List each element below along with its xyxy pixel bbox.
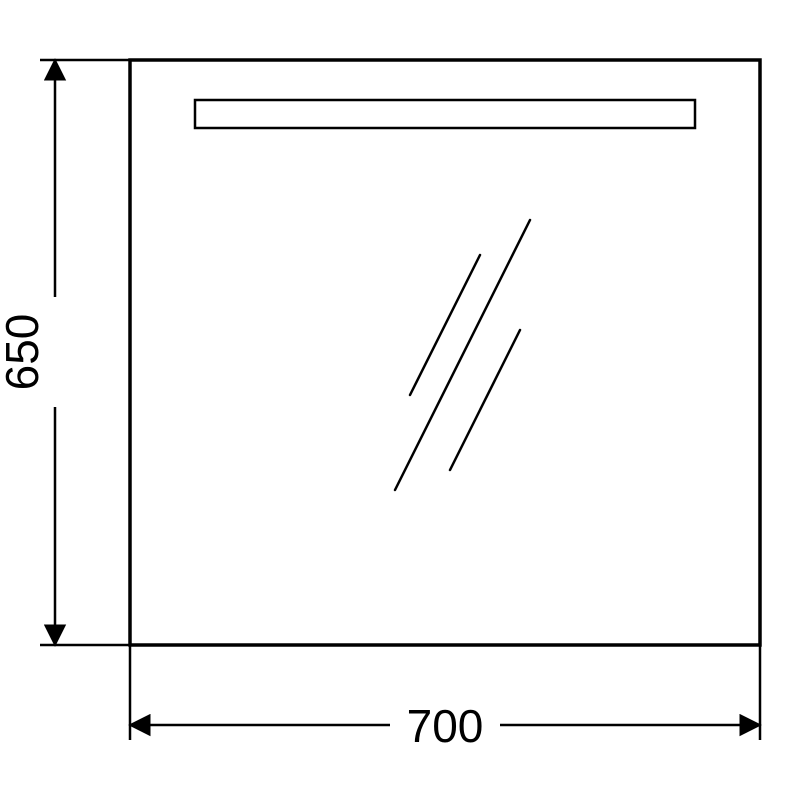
drawing-layer: 700 650 — [0, 60, 760, 752]
mirror-outline — [130, 60, 760, 645]
light-strip — [195, 100, 695, 128]
dim-label-width: 700 — [407, 700, 484, 752]
dim-label-height: 650 — [0, 314, 48, 391]
dimensioned-drawing: 700 650 — [0, 0, 800, 800]
reflection-line-0 — [410, 255, 480, 395]
reflection-line-2 — [450, 330, 520, 470]
reflection-line-1 — [395, 220, 530, 490]
